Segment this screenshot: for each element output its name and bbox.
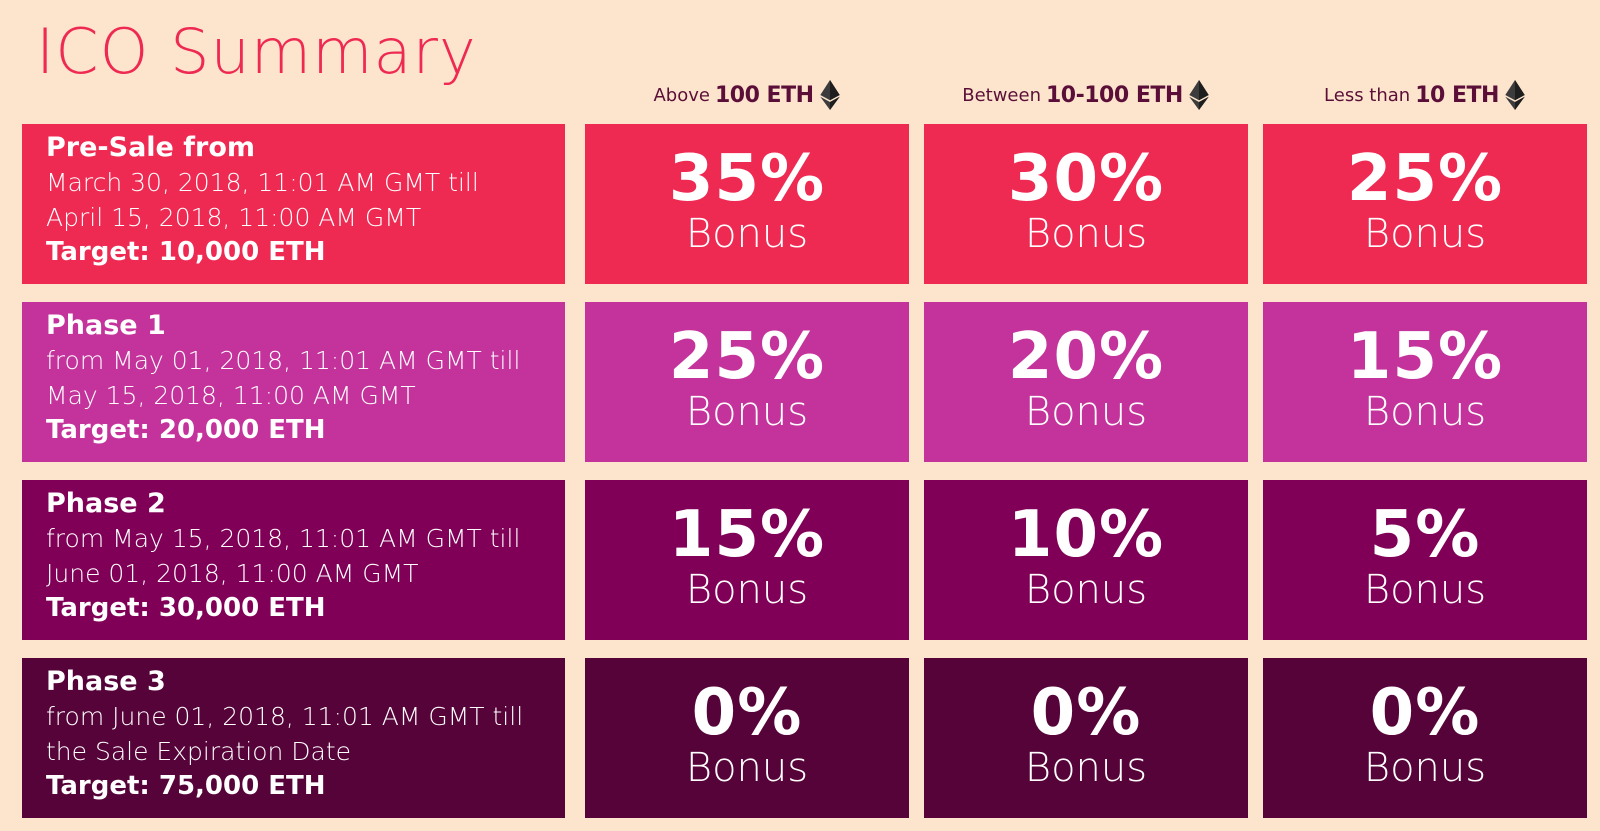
bonus-cell-between-10-100: 10% Bonus [924, 480, 1248, 640]
bonus-label: Bonus [1024, 211, 1148, 257]
bonus-percent: 5% [1369, 498, 1481, 572]
phase-title: Phase 3 [46, 666, 166, 697]
phase-target: Target: 30,000 ETH [46, 593, 326, 623]
bonus-percent: 15% [668, 498, 826, 572]
bonus-percent: 0% [1369, 676, 1481, 750]
bonus-percent: 0% [691, 676, 803, 750]
column-header-lead: Above [653, 84, 710, 106]
column-header-amount: 10-100 ETH [1045, 82, 1183, 108]
row-phase-3: Phase 3 from June 01, 2018, 11:01 AM GMT… [0, 658, 1600, 818]
bonus-percent: 25% [1346, 142, 1504, 216]
bonus-cell-between-10-100: 30% Bonus [924, 124, 1248, 284]
ethereum-icon [1505, 80, 1525, 110]
row-phase-1: Phase 1 from May 01, 2018, 11:01 AM GMT … [0, 302, 1600, 462]
phase-target: Target: 20,000 ETH [46, 415, 326, 445]
bonus-cell-above-100: 0% Bonus [585, 658, 909, 818]
bonus-cell-between-10-100: 0% Bonus [924, 658, 1248, 818]
bonus-label: Bonus [1363, 745, 1487, 791]
bonus-cell-less-than-10: 0% Bonus [1263, 658, 1587, 818]
bonus-cell-less-than-10: 25% Bonus [1263, 124, 1587, 284]
bonus-label: Bonus [685, 567, 809, 613]
bonus-label: Bonus [1024, 745, 1148, 791]
phase-cell: Phase 1 from May 01, 2018, 11:01 AM GMT … [22, 302, 565, 462]
column-header-amount: 100 ETH [714, 82, 814, 108]
phase-end: June 01, 2018, 11:00 AM GMT [46, 559, 419, 588]
phase-target: Target: 75,000 ETH [46, 771, 326, 801]
phase-cell: Phase 3 from June 01, 2018, 11:01 AM GMT… [22, 658, 565, 818]
page-title: ICO Summary [36, 15, 477, 88]
column-header-lead: Between [962, 84, 1041, 106]
bonus-percent: 10% [1007, 498, 1165, 572]
bonus-cell-less-than-10: 5% Bonus [1263, 480, 1587, 640]
bonus-cell-between-10-100: 20% Bonus [924, 302, 1248, 462]
ethereum-icon [819, 80, 840, 110]
bonus-cell-above-100: 25% Bonus [585, 302, 909, 462]
bonus-percent: 35% [668, 142, 826, 216]
phase-title: Phase 1 [46, 310, 166, 341]
bonus-label: Bonus [1024, 389, 1148, 435]
phase-end: the Sale Expiration Date [46, 737, 352, 766]
phase-start: from May 01, 2018, 11:01 AM GMT till [46, 346, 521, 375]
phase-target: Target: 10,000 ETH [46, 237, 326, 267]
row-presale: Pre-Sale from March 30, 2018, 11:01 AM G… [0, 124, 1600, 284]
bonus-cell-above-100: 35% Bonus [585, 124, 909, 284]
bonus-label: Bonus [685, 211, 809, 257]
bonus-percent: 25% [668, 320, 826, 394]
phase-title: Pre-Sale from [46, 132, 255, 163]
column-header-above-100: Above 100 ETH [585, 76, 909, 114]
row-phase-2: Phase 2 from May 15, 2018, 11:01 AM GMT … [0, 480, 1600, 640]
bonus-percent: 30% [1007, 142, 1165, 216]
phase-title: Phase 2 [46, 488, 166, 519]
column-header-less-than-10: Less than 10 ETH [1263, 76, 1587, 114]
bonus-label: Bonus [1363, 389, 1487, 435]
bonus-percent: 0% [1030, 676, 1142, 750]
phase-start: from June 01, 2018, 11:01 AM GMT till [46, 702, 524, 731]
phase-cell: Phase 2 from May 15, 2018, 11:01 AM GMT … [22, 480, 565, 640]
bonus-label: Bonus [1024, 567, 1148, 613]
bonus-label: Bonus [1363, 211, 1487, 257]
phase-start: from May 15, 2018, 11:01 AM GMT till [46, 524, 521, 553]
ethereum-icon [1189, 80, 1209, 110]
column-header-lead: Less than [1324, 84, 1411, 106]
bonus-cell-above-100: 15% Bonus [585, 480, 909, 640]
phase-end: May 15, 2018, 11:00 AM GMT [46, 381, 416, 410]
phase-start: March 30, 2018, 11:01 AM GMT till [46, 168, 479, 197]
column-header-between-10-100: Between 10-100 ETH [924, 76, 1248, 114]
bonus-label: Bonus [685, 745, 809, 791]
phase-end: April 15, 2018, 11:00 AM GMT [46, 203, 422, 232]
bonus-label: Bonus [685, 389, 809, 435]
bonus-label: Bonus [1363, 567, 1487, 613]
phase-cell: Pre-Sale from March 30, 2018, 11:01 AM G… [22, 124, 565, 284]
bonus-cell-less-than-10: 15% Bonus [1263, 302, 1587, 462]
column-header-amount: 10 ETH [1415, 82, 1499, 108]
bonus-percent: 20% [1007, 320, 1165, 394]
bonus-percent: 15% [1346, 320, 1504, 394]
